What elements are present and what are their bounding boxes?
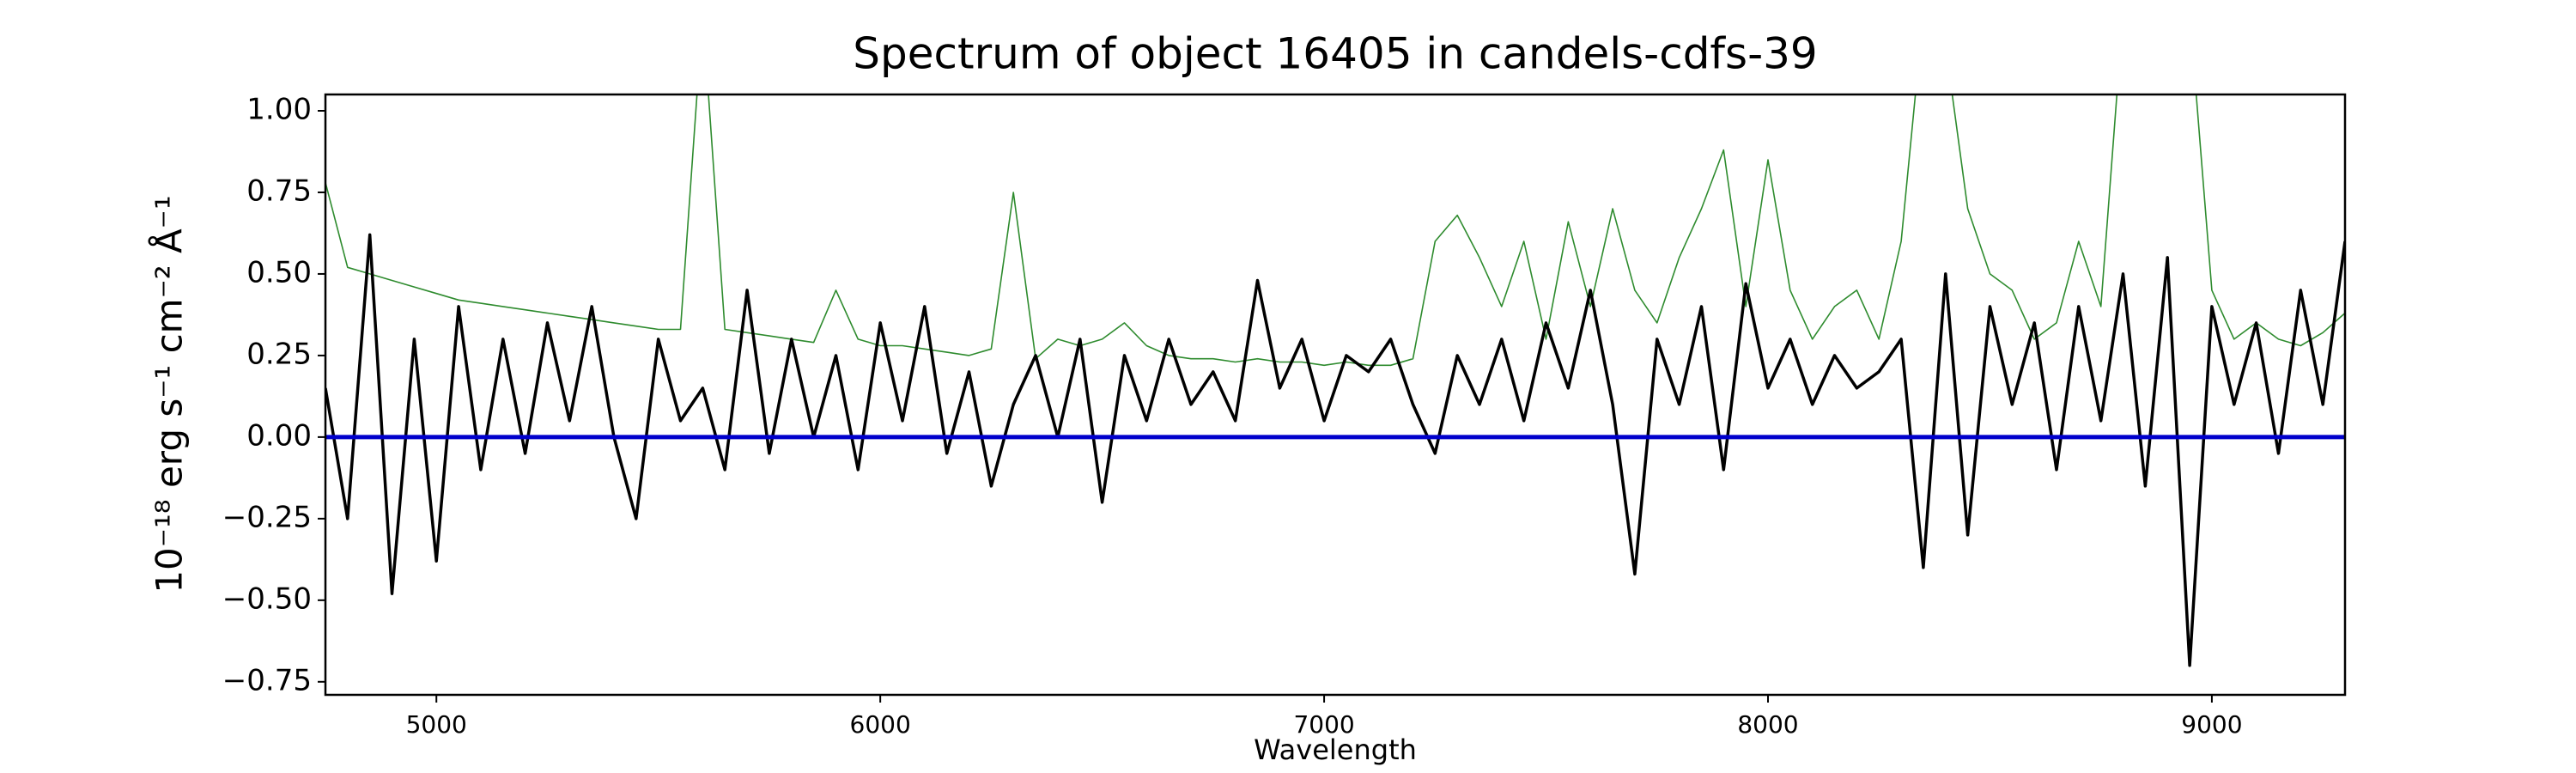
x-tick-label: 7000 (1293, 710, 1354, 739)
y-tick-label: 0.25 (246, 337, 312, 371)
y-tick-label: 1.00 (246, 92, 312, 126)
x-axis-label: Wavelength (1254, 733, 1417, 766)
plot-frame (324, 93, 2347, 697)
x-tick-label: 5000 (406, 710, 467, 739)
spectrum-line (325, 233, 2345, 667)
y-tick-label: 0.75 (246, 173, 312, 208)
y-axis-label: 10⁻¹⁸ erg s⁻¹ cm⁻² Å⁻¹ (148, 195, 191, 593)
plot-area (325, 94, 2345, 667)
y-tick-label: −0.50 (222, 581, 312, 616)
chart-title: Spectrum of object 16405 in candels-cdfs… (853, 29, 1818, 79)
y-tick-label: 0.50 (246, 255, 312, 289)
x-tick-label: 6000 (850, 710, 911, 739)
y-tick-label: −0.25 (222, 500, 312, 534)
x-tick-label: 8000 (1737, 710, 1798, 739)
spectrum-line (325, 94, 2345, 367)
y-tick-label: 0.00 (246, 418, 312, 453)
y-tick-label: −0.75 (222, 663, 312, 697)
x-tick-label: 9000 (2181, 710, 2242, 739)
